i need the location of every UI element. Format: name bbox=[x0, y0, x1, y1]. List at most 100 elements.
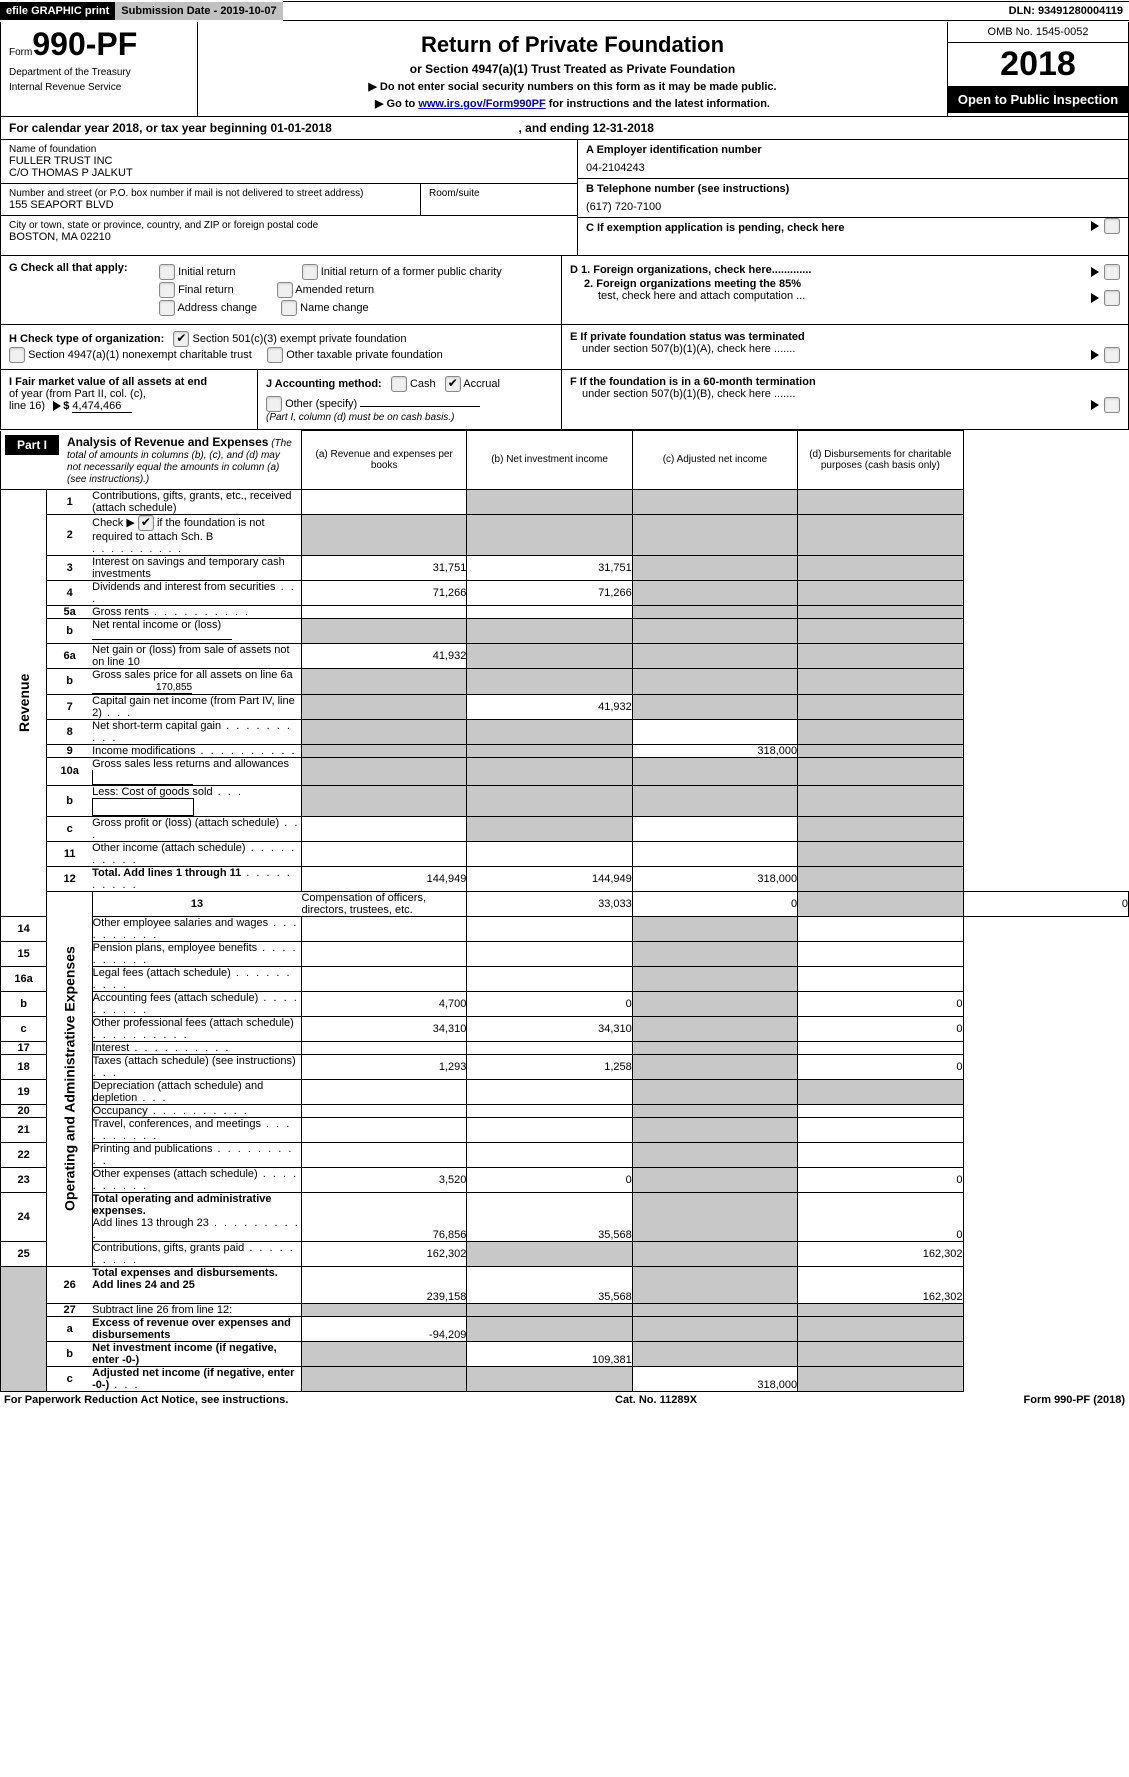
other-checkbox[interactable] bbox=[266, 396, 282, 412]
irs-link[interactable]: www.irs.gov/Form990PF bbox=[418, 98, 545, 110]
exemption-label: C If exemption application is pending, c… bbox=[586, 222, 845, 234]
top-spacer bbox=[283, 1, 1003, 21]
line-17: 17Interest bbox=[1, 1041, 1129, 1054]
exemption-checkbox[interactable] bbox=[1104, 218, 1120, 234]
cash-checkbox[interactable] bbox=[391, 376, 407, 392]
l19-desc: Depreciation (attach schedule) and deple… bbox=[93, 1080, 264, 1104]
ein-cell: A Employer identification number 04-2104… bbox=[578, 140, 1128, 179]
form-title: Return of Private Foundation bbox=[208, 32, 937, 58]
fmv-value: 4,474,466 bbox=[72, 400, 132, 413]
j-accrual: Accrual bbox=[463, 378, 500, 390]
l3-a: 31,751 bbox=[301, 555, 466, 580]
d2b-label: test, check here and attach computation … bbox=[584, 290, 805, 302]
d2-checkbox[interactable] bbox=[1104, 290, 1120, 306]
form-header: Form990-PF Department of the Treasury In… bbox=[0, 22, 1129, 117]
cal-pre: For calendar year 2018, or tax year begi… bbox=[9, 121, 332, 135]
l13-a: 33,033 bbox=[467, 891, 632, 916]
arrow-icon bbox=[1091, 221, 1099, 231]
l25-a: 162,302 bbox=[301, 1241, 466, 1266]
d1-checkbox[interactable] bbox=[1104, 264, 1120, 280]
line-1: Revenue 1Contributions, gifts, grants, e… bbox=[1, 489, 1129, 514]
info-right: A Employer identification number 04-2104… bbox=[577, 140, 1128, 255]
instr-line2: ▶ Go to www.irs.gov/Form990PF for instru… bbox=[208, 97, 937, 110]
l24-desc: Total operating and administrative expen… bbox=[93, 1193, 272, 1217]
initial-return-checkbox[interactable] bbox=[159, 264, 175, 280]
line-12: 12Total. Add lines 1 through 11 144,9491… bbox=[1, 866, 1129, 891]
line-14: 14Other employee salaries and wages bbox=[1, 916, 1129, 941]
name-change-checkbox[interactable] bbox=[281, 300, 297, 316]
amended-return-checkbox[interactable] bbox=[277, 282, 293, 298]
accrual-checkbox[interactable] bbox=[445, 376, 461, 392]
l3-desc: Interest on savings and temporary cash i… bbox=[92, 555, 301, 580]
name-value1: FULLER TRUST INC bbox=[9, 155, 569, 167]
l5a-desc: Gross rents bbox=[92, 606, 149, 618]
l13-d: 0 bbox=[963, 891, 1128, 916]
f-checkbox[interactable] bbox=[1104, 397, 1120, 413]
d1-label: D 1. Foreign organizations, check here..… bbox=[570, 264, 811, 276]
l12-c: 318,000 bbox=[632, 866, 797, 891]
h3-checkbox[interactable] bbox=[267, 347, 283, 363]
section-h: H Check type of organization: Section 50… bbox=[1, 325, 561, 369]
section-g-d: G Check all that apply: Initial return I… bbox=[0, 256, 1129, 325]
e-checkbox[interactable] bbox=[1104, 347, 1120, 363]
line-3: 3Interest on savings and temporary cash … bbox=[1, 555, 1129, 580]
initial-former-checkbox[interactable] bbox=[302, 264, 318, 280]
col-d-header: (d) Disbursements for charitable purpose… bbox=[798, 431, 963, 490]
l24-b: 35,568 bbox=[467, 1192, 632, 1241]
l23-d: 0 bbox=[798, 1167, 963, 1192]
part1-header-row: Part I Analysis of Revenue and Expenses … bbox=[1, 431, 1129, 490]
section-g: G Check all that apply: Initial return I… bbox=[1, 256, 561, 324]
l20-desc: Occupancy bbox=[93, 1105, 148, 1117]
line-21: 21Travel, conferences, and meetings bbox=[1, 1117, 1129, 1142]
schb-checkbox[interactable] bbox=[138, 515, 154, 531]
e2-label: under section 507(b)(1)(A), check here .… bbox=[570, 343, 795, 355]
part1-title: Analysis of Revenue and Expenses bbox=[67, 435, 268, 449]
h1-checkbox[interactable] bbox=[173, 331, 189, 347]
e1-label: E If private foundation status was termi… bbox=[570, 331, 805, 343]
line-11: 11Other income (attach schedule) bbox=[1, 841, 1129, 866]
address-row: Number and street (or P.O. box number if… bbox=[1, 184, 577, 216]
form-subtitle: or Section 4947(a)(1) Trust Treated as P… bbox=[208, 62, 937, 76]
l5b-desc: Net rental income or (loss) bbox=[92, 619, 221, 631]
g-label: G Check all that apply: bbox=[9, 262, 159, 318]
l9-c: 318,000 bbox=[632, 744, 797, 757]
l16b-desc: Accounting fees (attach schedule) bbox=[93, 992, 259, 1004]
dln-label: DLN: 93491280004119 bbox=[1003, 1, 1129, 21]
l13-desc: Compensation of officers, directors, tru… bbox=[301, 891, 466, 916]
form-word: Form bbox=[9, 47, 32, 58]
line-9: 9Income modifications 318,000 bbox=[1, 744, 1129, 757]
final-return-checkbox[interactable] bbox=[159, 282, 175, 298]
i-label2: of year (from Part II, col. (c), bbox=[9, 388, 146, 400]
omb-number: OMB No. 1545-0052 bbox=[948, 22, 1128, 43]
address-change-checkbox[interactable] bbox=[159, 300, 175, 316]
info-grid: Name of foundation FULLER TRUST INC C/O … bbox=[0, 140, 1129, 256]
j-note: (Part I, column (d) must be on cash basi… bbox=[266, 412, 553, 423]
exemption-cell: C If exemption application is pending, c… bbox=[578, 218, 1128, 238]
l3-b: 31,751 bbox=[467, 555, 632, 580]
l16c-desc: Other professional fees (attach schedule… bbox=[93, 1017, 294, 1029]
section-ij: I Fair market value of all assets at end… bbox=[1, 370, 561, 429]
g-opt1: Initial return of a former public charit… bbox=[321, 266, 502, 278]
line-8: 8Net short-term capital gain bbox=[1, 719, 1129, 744]
line-5b: bNet rental income or (loss) bbox=[1, 618, 1129, 643]
h2-checkbox[interactable] bbox=[9, 347, 25, 363]
line-5a: 5aGross rents bbox=[1, 605, 1129, 618]
line-6a: 6aNet gain or (loss) from sale of assets… bbox=[1, 643, 1129, 668]
ein-value: 04-2104243 bbox=[586, 162, 1120, 174]
l10b-input[interactable] bbox=[92, 798, 194, 816]
line-2: 2 Check ▶ if the foundation is not requi… bbox=[1, 514, 1129, 555]
col-a-header: (a) Revenue and expenses per books bbox=[301, 431, 466, 490]
l18-d: 0 bbox=[798, 1054, 963, 1079]
l16b-d: 0 bbox=[798, 991, 963, 1016]
phone-cell: B Telephone number (see instructions) (6… bbox=[578, 179, 1128, 218]
l1-desc: Contributions, gifts, grants, etc., rece… bbox=[92, 489, 301, 514]
instr2-post: for instructions and the latest informat… bbox=[546, 98, 770, 110]
j-cash: Cash bbox=[410, 378, 436, 390]
l16b-b: 0 bbox=[467, 991, 632, 1016]
efile-label: efile GRAPHIC print bbox=[0, 2, 115, 20]
arrow-icon bbox=[1091, 293, 1099, 303]
line-10a: 10aGross sales less returns and allowanc… bbox=[1, 757, 1129, 785]
l24-d: 0 bbox=[798, 1192, 963, 1241]
l27a-a: -94,209 bbox=[301, 1316, 466, 1341]
section-e: E If private foundation status was termi… bbox=[561, 325, 1128, 369]
